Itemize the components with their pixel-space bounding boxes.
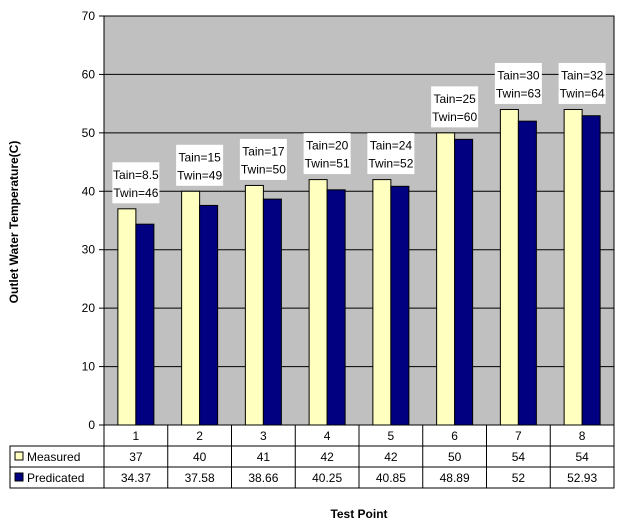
table-cell: 52 bbox=[512, 471, 526, 485]
y-tick-label: 40 bbox=[82, 184, 96, 198]
annotation-line2: Twin=50 bbox=[241, 162, 286, 176]
bar-measured bbox=[308, 179, 328, 426]
x-tick-label: 7 bbox=[515, 429, 522, 443]
table-cell: 37.58 bbox=[185, 471, 215, 485]
annotation-line2: Twin=46 bbox=[113, 186, 158, 200]
table-cell: 38.66 bbox=[248, 471, 278, 485]
bar-predicated bbox=[581, 115, 601, 426]
table-cell: 40.25 bbox=[312, 471, 342, 485]
annotation-line2: Twin=49 bbox=[177, 168, 222, 182]
table-cell: 52.93 bbox=[567, 471, 597, 485]
x-tick-label: 6 bbox=[451, 429, 458, 443]
table-cell: 37 bbox=[129, 450, 143, 464]
table-cell: 54 bbox=[512, 450, 526, 464]
x-tick-label: 1 bbox=[133, 429, 140, 443]
y-tick-label: 20 bbox=[82, 301, 96, 315]
bars bbox=[117, 108, 601, 426]
legend-swatch-predicated bbox=[14, 472, 24, 482]
bar-predicated bbox=[390, 185, 410, 426]
annotation-box bbox=[558, 62, 606, 104]
annotation-line1: Tain=15 bbox=[178, 150, 221, 164]
table-cell: 40 bbox=[193, 450, 207, 464]
annotation-line2: Twin=51 bbox=[305, 157, 350, 171]
y-axis-label: Outlet Water Temperature(C) bbox=[7, 141, 21, 304]
annotation-line1: Tain=20 bbox=[306, 139, 349, 153]
y-tick-label: 0 bbox=[88, 418, 95, 432]
table-cell: 42 bbox=[320, 450, 334, 464]
annotation-line2: Twin=64 bbox=[560, 86, 605, 100]
annotation-line1: Tain=30 bbox=[497, 68, 540, 82]
annotation-line2: Twin=60 bbox=[432, 110, 477, 124]
x-tick-label: 3 bbox=[260, 429, 267, 443]
annotation-line1: Tain=8.5 bbox=[113, 168, 159, 182]
annotation-box bbox=[303, 133, 351, 175]
bar-measured bbox=[372, 179, 392, 426]
table-cell: 54 bbox=[575, 450, 589, 464]
x-tick-label: 2 bbox=[196, 429, 203, 443]
bar-measured bbox=[117, 208, 137, 426]
y-tick-label: 10 bbox=[82, 360, 96, 374]
y-axis: 0 10 20 30 40 50 60 70 bbox=[82, 9, 104, 432]
legend-label: Predicated bbox=[27, 471, 84, 485]
data-table: 1 2 3 4 5 6 7 8 Measured 37 40 41 42 42 50 54 54 Predicat… bbox=[9, 425, 615, 489]
bar-predicated bbox=[517, 120, 537, 426]
bar-predicated bbox=[262, 198, 282, 426]
bar-predicated bbox=[135, 223, 155, 426]
bar-predicated bbox=[199, 204, 219, 426]
annotation-line1: Tain=32 bbox=[561, 68, 604, 82]
annotation-line2: Twin=52 bbox=[368, 157, 413, 171]
bar-measured bbox=[244, 184, 264, 426]
legend-swatch-measured bbox=[14, 451, 24, 461]
y-tick-label: 60 bbox=[82, 67, 96, 81]
table-cell: 40.85 bbox=[376, 471, 406, 485]
annotation-box bbox=[367, 133, 415, 175]
annotation-line1: Tain=25 bbox=[433, 92, 476, 106]
annotation-line1: Tain=24 bbox=[370, 139, 413, 153]
table-cell: 34.37 bbox=[121, 471, 151, 485]
bar-predicated bbox=[454, 138, 474, 426]
table-cell: 41 bbox=[257, 450, 271, 464]
annotation-line2: Twin=63 bbox=[496, 86, 541, 100]
annotation-box bbox=[112, 162, 160, 204]
x-tick-label: 5 bbox=[388, 429, 395, 443]
legend-label: Measured bbox=[27, 450, 80, 464]
bar-measured bbox=[436, 132, 456, 426]
bar-predicated bbox=[326, 189, 346, 426]
x-axis-label: Test Point bbox=[330, 507, 387, 521]
annotation-box bbox=[176, 144, 224, 186]
bar-measured bbox=[563, 108, 583, 426]
table-cell: 42 bbox=[384, 450, 398, 464]
annotation-box bbox=[494, 62, 542, 104]
table-cell: 50 bbox=[448, 450, 462, 464]
annotations: Tain=8.5 Twin=46 Tain=15 Twin=49 Tain=17 Twin… bbox=[112, 62, 606, 204]
annotation-line1: Tain=17 bbox=[242, 144, 285, 158]
x-tick-label: 8 bbox=[579, 429, 586, 443]
annotation-box bbox=[431, 86, 479, 128]
bar-measured bbox=[499, 108, 519, 426]
y-tick-label: 30 bbox=[82, 243, 96, 257]
y-tick-label: 50 bbox=[82, 126, 96, 140]
table-cell: 48.89 bbox=[440, 471, 470, 485]
annotation-box bbox=[239, 138, 287, 180]
bar-measured bbox=[181, 190, 201, 426]
y-tick-label: 70 bbox=[82, 9, 96, 23]
x-tick-label: 4 bbox=[324, 429, 331, 443]
